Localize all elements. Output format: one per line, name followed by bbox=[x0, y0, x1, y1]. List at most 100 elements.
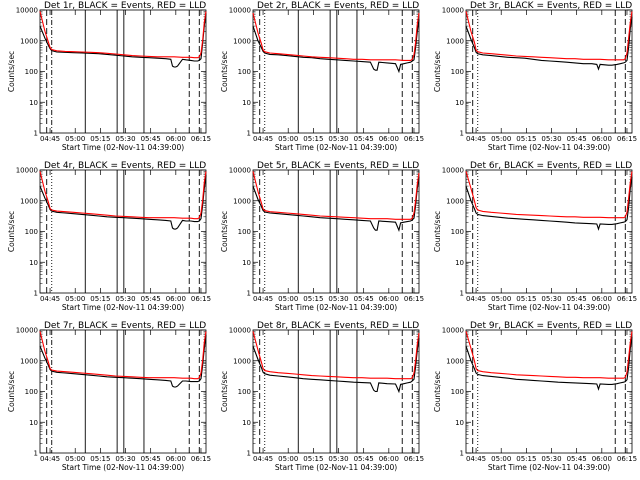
chart-svg: Det 7r, BLACK = Events, RED = LLD 1 10 100 1… bbox=[7, 321, 211, 472]
x-tick-label: 04:45 bbox=[40, 135, 60, 143]
x-tick-label: 05:15 bbox=[516, 135, 536, 143]
x-tick-label: 04:45 bbox=[253, 295, 273, 303]
y-tick-label: 10000 bbox=[442, 327, 464, 335]
y-axis-label: Counts/sec bbox=[433, 51, 442, 92]
y-tick-label: 100 bbox=[451, 228, 464, 236]
plot-frame bbox=[39, 169, 207, 294]
x-axis-label: Start Time (02-Nov-11 04:39:00) bbox=[275, 463, 397, 472]
y-tick-label: 10 bbox=[455, 99, 464, 107]
plot-frame bbox=[39, 329, 207, 454]
x-axis-label: Start Time (02-Nov-11 04:39:00) bbox=[275, 143, 397, 152]
x-tick-label: 05:15 bbox=[516, 455, 536, 463]
lld-series-line bbox=[465, 11, 633, 61]
x-tick-label: 04:45 bbox=[466, 455, 486, 463]
chart-title: Det 5r, BLACK = Events, RED = LLD bbox=[257, 161, 419, 171]
y-tick-label: 10 bbox=[455, 259, 464, 267]
x-tick-label: 05:45 bbox=[354, 135, 374, 143]
x-tick-label: 05:45 bbox=[141, 135, 161, 143]
x-tick-label: 05:00 bbox=[278, 295, 298, 303]
events-series-line bbox=[39, 12, 207, 68]
events-series-line bbox=[252, 176, 420, 232]
x-tick-label: 05:00 bbox=[65, 295, 85, 303]
x-tick-label: 05:30 bbox=[115, 295, 135, 303]
y-tick-label: 10 bbox=[242, 419, 251, 427]
chart-svg: Det 9r, BLACK = Events, RED = LLD 1 10 100 1… bbox=[433, 321, 637, 472]
x-tick-label: 05:00 bbox=[278, 455, 298, 463]
plot-frame bbox=[465, 9, 633, 134]
chart-svg: Det 1r, BLACK = Events, RED = LLD 1 10 100 1… bbox=[7, 1, 211, 152]
y-tick-label: 10 bbox=[29, 99, 38, 107]
y-tick-label: 1000 bbox=[446, 357, 464, 365]
y-tick-label: 100 bbox=[451, 68, 464, 76]
y-tick-label: 100 bbox=[25, 228, 38, 236]
chart-title: Det 9r, BLACK = Events, RED = LLD bbox=[470, 321, 632, 331]
chart-svg: Det 5r, BLACK = Events, RED = LLD 1 10 100 1… bbox=[220, 161, 424, 312]
x-tick-label: 06:00 bbox=[166, 135, 186, 143]
x-tick-label: 06:00 bbox=[592, 135, 612, 143]
x-tick-label: 05:30 bbox=[541, 295, 561, 303]
x-tick-label: 05:45 bbox=[354, 295, 374, 303]
x-tick-label: 06:00 bbox=[379, 295, 399, 303]
detector-panel: Det 8r, BLACK = Events, RED = LLD 1 10 100 1… bbox=[213, 320, 426, 480]
y-axis-label: Counts/sec bbox=[220, 211, 229, 252]
chart-title: Det 6r, BLACK = Events, RED = LLD bbox=[470, 161, 632, 171]
x-tick-label: 05:45 bbox=[567, 455, 587, 463]
y-tick-label: 10000 bbox=[442, 167, 464, 175]
events-series-line bbox=[465, 16, 633, 71]
x-tick-label: 05:30 bbox=[328, 295, 348, 303]
x-tick-label: 06:15 bbox=[191, 455, 211, 463]
x-tick-label: 05:15 bbox=[90, 135, 110, 143]
x-tick-label: 05:00 bbox=[65, 135, 85, 143]
y-tick-label: 10000 bbox=[16, 327, 38, 335]
y-tick-label: 1000 bbox=[20, 357, 38, 365]
y-tick-label: 1 bbox=[34, 450, 38, 458]
detector-panel: Det 7r, BLACK = Events, RED = LLD 1 10 100 1… bbox=[0, 320, 213, 480]
x-tick-label: 05:15 bbox=[303, 135, 323, 143]
x-tick-label: 05:00 bbox=[491, 295, 511, 303]
x-tick-label: 06:15 bbox=[404, 295, 424, 303]
events-series-line bbox=[252, 19, 420, 74]
detector-panel: Det 4r, BLACK = Events, RED = LLD 1 10 100 1… bbox=[0, 160, 213, 320]
y-tick-label: 10 bbox=[242, 259, 251, 267]
chart-title: Det 8r, BLACK = Events, RED = LLD bbox=[257, 321, 419, 331]
x-tick-label: 05:45 bbox=[354, 455, 374, 463]
x-tick-label: 06:15 bbox=[191, 295, 211, 303]
chart-svg: Det 2r, BLACK = Events, RED = LLD 1 10 100 1… bbox=[220, 1, 424, 152]
lld-series-line bbox=[252, 331, 420, 380]
x-axis-label: Start Time (02-Nov-11 04:39:00) bbox=[488, 143, 610, 152]
lld-series-line bbox=[252, 12, 420, 61]
x-tick-label: 05:15 bbox=[303, 455, 323, 463]
plot-frame bbox=[465, 169, 633, 294]
lld-series-line bbox=[252, 171, 420, 220]
y-tick-label: 100 bbox=[25, 68, 38, 76]
x-tick-label: 06:15 bbox=[617, 135, 637, 143]
y-axis-label: Counts/sec bbox=[7, 211, 16, 252]
x-tick-label: 05:15 bbox=[303, 295, 323, 303]
x-tick-label: 05:15 bbox=[90, 295, 110, 303]
x-axis-label: Start Time (02-Nov-11 04:39:00) bbox=[62, 143, 184, 152]
x-tick-label: 05:00 bbox=[491, 135, 511, 143]
lld-series-line bbox=[39, 11, 207, 59]
x-axis-label: Start Time (02-Nov-11 04:39:00) bbox=[488, 463, 610, 472]
x-tick-label: 05:30 bbox=[328, 135, 348, 143]
y-axis-label: Counts/sec bbox=[433, 371, 442, 412]
y-tick-label: 10000 bbox=[16, 167, 38, 175]
y-tick-label: 1000 bbox=[233, 197, 251, 205]
y-tick-label: 1000 bbox=[233, 357, 251, 365]
x-axis-label: Start Time (02-Nov-11 04:39:00) bbox=[62, 303, 184, 312]
x-tick-label: 05:00 bbox=[278, 135, 298, 143]
x-tick-label: 05:45 bbox=[141, 455, 161, 463]
x-tick-label: 05:30 bbox=[541, 135, 561, 143]
detector-panel: Det 1r, BLACK = Events, RED = LLD 1 10 100 1… bbox=[0, 0, 213, 160]
y-tick-label: 1 bbox=[460, 450, 464, 458]
x-tick-label: 06:15 bbox=[191, 135, 211, 143]
x-tick-label: 04:45 bbox=[253, 135, 273, 143]
x-tick-label: 06:15 bbox=[617, 295, 637, 303]
y-tick-label: 10000 bbox=[229, 327, 251, 335]
y-tick-label: 10 bbox=[242, 99, 251, 107]
y-tick-label: 1000 bbox=[20, 37, 38, 45]
y-tick-label: 10 bbox=[29, 259, 38, 267]
y-tick-label: 10000 bbox=[442, 7, 464, 15]
x-tick-label: 06:00 bbox=[592, 295, 612, 303]
